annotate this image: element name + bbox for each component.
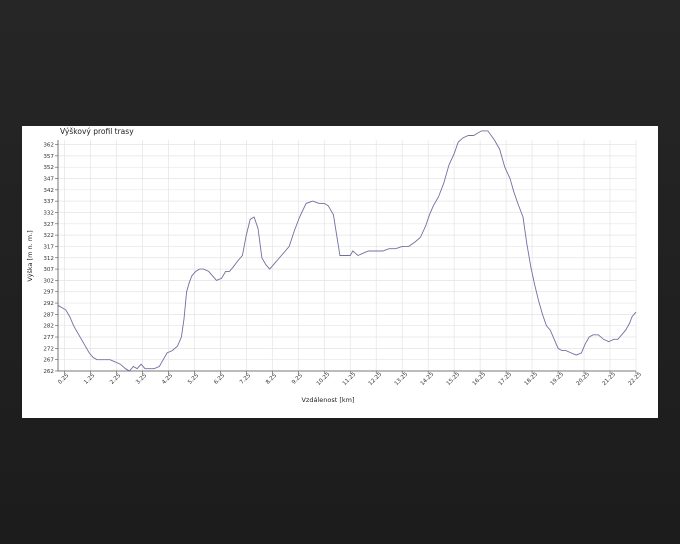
y-tick-label: 287 xyxy=(43,312,54,318)
y-tick-label: 272 xyxy=(43,346,54,352)
x-tick-label: 1.25 xyxy=(83,372,96,385)
y-tick-label: 292 xyxy=(43,301,54,307)
y-tick-label: 357 xyxy=(43,154,54,160)
x-tick-label: 6.25 xyxy=(213,372,226,385)
x-tick-label: 20.25 xyxy=(576,371,592,387)
y-tick-label: 282 xyxy=(43,324,54,330)
x-tick-label: 3.25 xyxy=(135,372,148,385)
y-tick-label: 332 xyxy=(43,210,54,216)
y-tick-label: 312 xyxy=(43,256,54,262)
y-tick-label: 262 xyxy=(43,369,54,375)
y-axis-label: Výška [m n. m.] xyxy=(26,230,34,281)
chart-title: Výškový profil trasy xyxy=(60,127,134,136)
chart-grid xyxy=(58,140,637,372)
y-tick-label: 307 xyxy=(43,267,54,273)
y-tick-label: 267 xyxy=(43,358,54,364)
x-tick-label: 22.25 xyxy=(628,371,644,387)
y-tick-label: 342 xyxy=(43,188,54,194)
y-tick-label: 362 xyxy=(43,143,54,149)
elevation-profile-chart: Výškový profil trasy 2622672722772822872… xyxy=(26,127,643,404)
x-tick-label: 7.25 xyxy=(239,372,252,385)
x-tick-label: 0.25 xyxy=(57,372,70,385)
x-tick-label: 8.25 xyxy=(265,372,278,385)
y-axis-ticks: 262 267 272 277 282 287 292 297 302 307 312 317 322 3… xyxy=(43,143,58,375)
x-tick-label: 12.25 xyxy=(368,371,384,387)
x-tick-label: 21.25 xyxy=(602,371,618,387)
x-axis-ticks: 0.25 1.25 2.25 3.25 4.25 5.25 6.25 7.25 8.25 9.25… xyxy=(57,371,643,387)
y-tick-label: 337 xyxy=(43,199,54,205)
x-tick-label: 14.25 xyxy=(420,371,436,387)
x-tick-label: 2.25 xyxy=(109,372,122,385)
x-tick-label: 11.25 xyxy=(342,371,358,387)
x-tick-label: 18.25 xyxy=(524,371,540,387)
x-tick-label: 13.25 xyxy=(394,371,410,387)
x-axis-label: Vzdálenost [km] xyxy=(301,396,354,404)
x-tick-label: 16.25 xyxy=(472,371,488,387)
y-tick-label: 302 xyxy=(43,278,54,284)
x-tick-label: 15.25 xyxy=(446,371,462,387)
y-tick-label: 317 xyxy=(43,244,54,250)
y-tick-label: 322 xyxy=(43,233,54,239)
x-tick-label: 5.25 xyxy=(187,372,200,385)
y-tick-label: 297 xyxy=(43,290,54,296)
x-tick-label: 17.25 xyxy=(498,371,514,387)
y-tick-label: 352 xyxy=(43,165,54,171)
y-tick-label: 347 xyxy=(43,177,54,183)
y-tick-label: 277 xyxy=(43,335,54,341)
elevation-line xyxy=(57,130,637,372)
chart-panel: Výškový profil trasy 262 267 272 277 282 287 2… xyxy=(22,126,658,418)
x-tick-label: 19.25 xyxy=(550,371,566,387)
x-tick-label: 4.25 xyxy=(161,372,174,385)
y-tick-label: 327 xyxy=(43,222,54,228)
x-tick-label: 9.25 xyxy=(291,372,304,385)
x-tick-label: 10.25 xyxy=(316,371,332,387)
